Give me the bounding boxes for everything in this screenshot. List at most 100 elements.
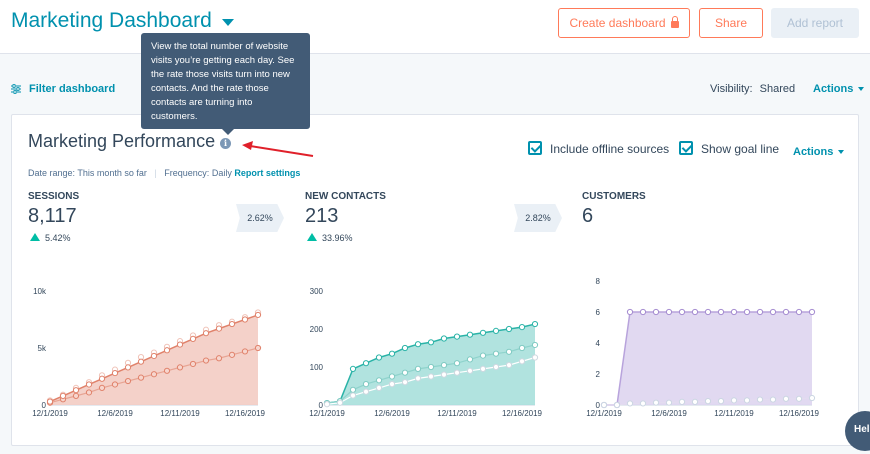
x-tick-label: 12/1/2019 (32, 409, 68, 418)
add-report-button[interactable]: Add report (771, 8, 859, 38)
data-point (189, 360, 197, 368)
y-tick-label: 4 (596, 339, 601, 348)
data-point (375, 384, 383, 392)
data-point (453, 369, 461, 376)
x-tick-label: 12/6/2019 (97, 409, 133, 418)
data-point (531, 341, 539, 349)
y-tick-label: 200 (310, 325, 324, 334)
data-point (111, 381, 119, 388)
data-point (717, 308, 725, 316)
data-point (375, 354, 383, 361)
data-point (600, 401, 608, 409)
trend-up-icon (30, 233, 40, 241)
annotation-arrow (242, 141, 314, 157)
data-point (639, 308, 647, 316)
data-point (254, 344, 262, 352)
data-point (518, 324, 526, 331)
data-point (163, 347, 171, 354)
y-tick-label: 10k (33, 287, 47, 296)
frequency-value: Daily (211, 168, 232, 178)
data-point (111, 369, 119, 377)
x-tick-label: 12/16/2019 (779, 409, 820, 418)
visibility-setting[interactable]: Visibility: Shared (710, 83, 795, 95)
data-point (98, 375, 106, 382)
dashboard-switcher-caret-icon[interactable] (222, 19, 234, 26)
x-tick-label: 12/6/2019 (651, 409, 687, 418)
data-point (492, 363, 500, 371)
trend-up-icon (307, 233, 317, 241)
data-point (124, 364, 132, 371)
data-point (756, 396, 764, 403)
help-button[interactable]: Help (845, 411, 870, 451)
show-goal-line-checkbox[interactable] (679, 141, 693, 155)
data-point (202, 330, 210, 337)
data-point (59, 392, 67, 399)
data-point (137, 358, 145, 365)
data-point (665, 399, 673, 406)
dashboard-actions-dropdown[interactable]: Actions (813, 83, 865, 95)
data-point (427, 363, 435, 371)
data-point (362, 388, 370, 395)
frequency-label: Frequency: (164, 168, 210, 178)
report-title: Marketing Performance (28, 131, 216, 151)
include-offline-checkbox[interactable] (528, 141, 542, 155)
data-point (228, 351, 236, 358)
data-point (518, 358, 526, 365)
data-point (466, 367, 474, 374)
create-dashboard-button[interactable]: Create dashboard (558, 8, 690, 38)
add-report-label: Add report (786, 16, 844, 30)
info-tooltip: View the total number of website visits … (141, 33, 310, 129)
data-point (743, 397, 751, 404)
data-point (241, 316, 249, 323)
data-point (72, 387, 80, 394)
report-actions-dropdown[interactable]: Actions (793, 146, 845, 158)
data-point (323, 401, 331, 408)
y-tick-label: 5k (38, 344, 47, 353)
visibility-value: Shared (759, 83, 796, 95)
new-contacts-change: 33.96% (307, 233, 353, 243)
data-point (124, 377, 132, 385)
dashboard-title[interactable]: Marketing Dashboard (11, 9, 212, 32)
x-tick-label: 12/1/2019 (586, 409, 622, 418)
share-button[interactable]: Share (699, 8, 763, 38)
data-point (414, 375, 422, 382)
data-point (717, 398, 725, 405)
data-point (336, 399, 344, 406)
data-point (453, 360, 461, 367)
include-offline-label[interactable]: Include offline sources (550, 142, 670, 156)
data-point (137, 374, 145, 381)
show-goal-line-label[interactable]: Show goal line (701, 142, 780, 156)
share-label: Share (714, 16, 748, 30)
visibility-label: Visibility: (710, 83, 753, 95)
filter-sliders-icon[interactable] (11, 84, 21, 94)
data-point (427, 339, 435, 346)
data-point (401, 379, 409, 386)
data-point (362, 381, 370, 388)
report-settings-link[interactable]: Report settings (234, 168, 301, 178)
data-point (46, 398, 54, 405)
data-point (769, 308, 777, 316)
series-area (50, 314, 258, 405)
data-point (349, 386, 357, 393)
data-point (349, 392, 357, 399)
data-point (652, 308, 660, 316)
y-tick-label: 0 (42, 401, 47, 410)
data-point (388, 350, 396, 357)
data-point (85, 389, 93, 396)
data-point (228, 320, 236, 328)
data-point (769, 396, 777, 403)
data-point (453, 333, 461, 340)
data-point (72, 392, 80, 399)
help-label: Help (854, 424, 870, 435)
info-icon[interactable]: i (220, 138, 231, 149)
data-point (388, 373, 396, 380)
data-point (730, 308, 738, 316)
chevron-down-icon (838, 150, 845, 154)
data-point (505, 348, 513, 355)
data-point (613, 401, 621, 409)
filter-dashboard-link[interactable]: Filter dashboard (29, 83, 116, 95)
data-point (665, 308, 673, 316)
data-point (388, 381, 396, 388)
data-point (743, 308, 751, 316)
data-point (362, 360, 370, 367)
